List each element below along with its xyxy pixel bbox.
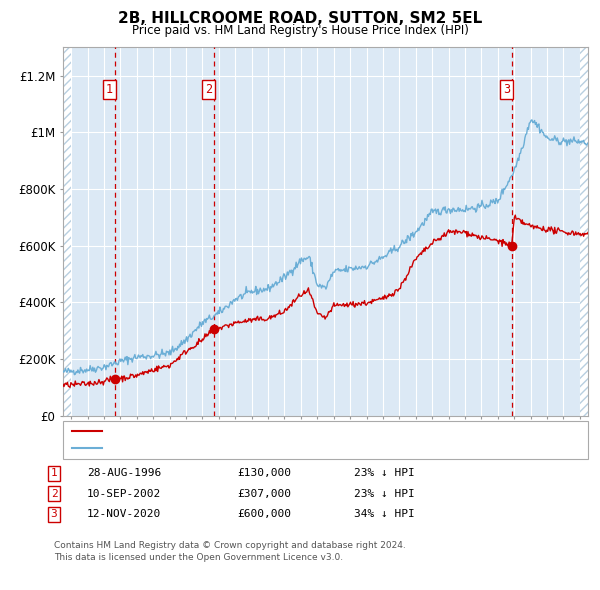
Text: £600,000: £600,000 <box>237 510 291 519</box>
Text: 3: 3 <box>503 83 510 96</box>
Text: 1: 1 <box>50 468 58 478</box>
Text: 23% ↓ HPI: 23% ↓ HPI <box>354 489 415 499</box>
Text: 2B, HILLCROOME ROAD, SUTTON, SM2 5EL (detached house): 2B, HILLCROOME ROAD, SUTTON, SM2 5EL (de… <box>108 427 425 437</box>
Bar <box>63 47 71 416</box>
Bar <box>580 47 588 416</box>
Text: Price paid vs. HM Land Registry's House Price Index (HPI): Price paid vs. HM Land Registry's House … <box>131 24 469 37</box>
Text: 34% ↓ HPI: 34% ↓ HPI <box>354 510 415 519</box>
Text: 12-NOV-2020: 12-NOV-2020 <box>87 510 161 519</box>
Text: This data is licensed under the Open Government Licence v3.0.: This data is licensed under the Open Gov… <box>54 553 343 562</box>
Text: 1: 1 <box>106 83 113 96</box>
Text: 3: 3 <box>50 510 58 519</box>
Text: £130,000: £130,000 <box>237 468 291 478</box>
Text: 2B, HILLCROOME ROAD, SUTTON, SM2 5EL: 2B, HILLCROOME ROAD, SUTTON, SM2 5EL <box>118 11 482 25</box>
Text: HPI: Average price, detached house, Sutton: HPI: Average price, detached house, Sutt… <box>108 443 335 453</box>
Text: £307,000: £307,000 <box>237 489 291 499</box>
Text: 23% ↓ HPI: 23% ↓ HPI <box>354 468 415 478</box>
Text: 10-SEP-2002: 10-SEP-2002 <box>87 489 161 499</box>
Text: 28-AUG-1996: 28-AUG-1996 <box>87 468 161 478</box>
Text: 2: 2 <box>205 83 212 96</box>
Text: Contains HM Land Registry data © Crown copyright and database right 2024.: Contains HM Land Registry data © Crown c… <box>54 541 406 550</box>
Text: 2: 2 <box>50 489 58 499</box>
